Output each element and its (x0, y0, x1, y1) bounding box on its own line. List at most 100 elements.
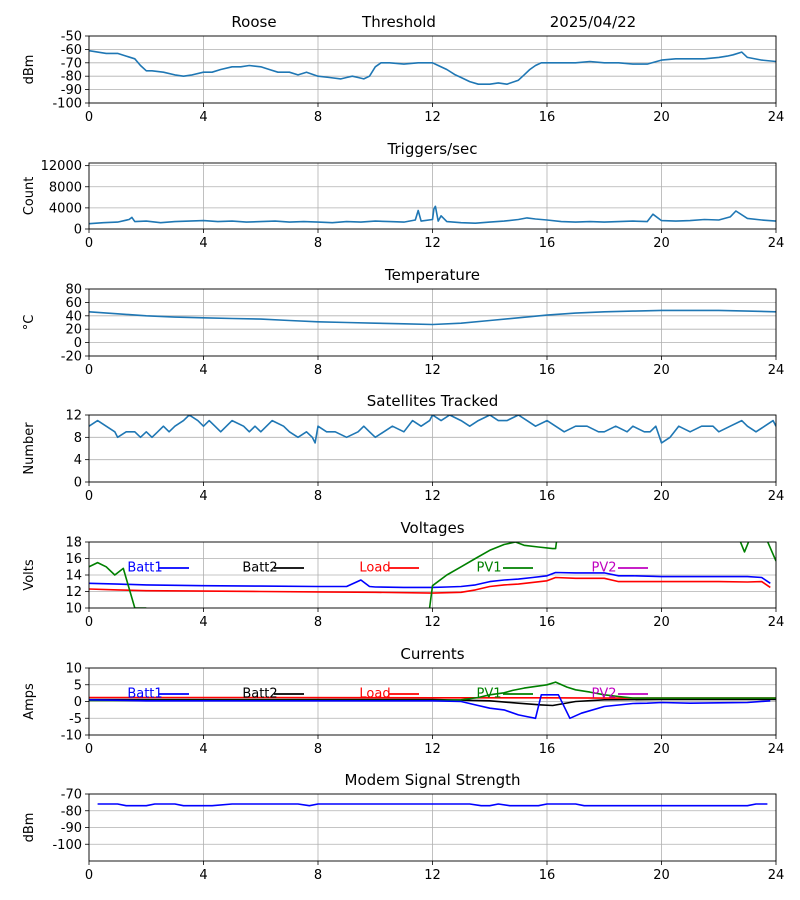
x-tick-label: 0 (85, 868, 93, 883)
x-tick-label: 16 (539, 363, 556, 378)
chart-threshold: 0 4 8 12 16 20 24 -50-60-70-80-90-100 dBm (22, 30, 784, 126)
x-tick-label: 16 (539, 489, 556, 504)
series-group (89, 309, 776, 326)
series-line-batt1 (89, 694, 771, 720)
x-tick-label: 12 (424, 110, 441, 125)
x-tick-label: 8 (314, 236, 322, 251)
header-date: 2025/04/22 (550, 13, 636, 31)
series-group (89, 415, 776, 444)
series-group (97, 803, 768, 807)
y-tick-label: 12 (65, 585, 82, 600)
x-tick-label: 8 (314, 110, 322, 125)
x-tick-label: 24 (768, 742, 785, 757)
x-tick-label: 4 (199, 236, 207, 251)
series-line-load (89, 576, 771, 594)
y-axis-label: Volts (22, 559, 37, 591)
chart-title: Currents (400, 645, 464, 663)
x-tick-label: 12 (424, 363, 441, 378)
y-tick-label: 16 (65, 552, 82, 567)
x-tick-label: 20 (653, 615, 670, 630)
y-axis-label: Count (22, 177, 37, 216)
chart-modem: 0 4 8 12 16 20 24 -70-80 -90 -100 Modem Signal Str… (22, 771, 784, 883)
x-tick-label: 0 (85, 236, 93, 251)
y-tick-label: 0 (74, 476, 82, 491)
y-tick-label: -90 (61, 821, 82, 836)
x-tick-label: 0 (85, 742, 93, 757)
series-group (89, 681, 776, 720)
x-tick-label: 0 (85, 110, 93, 125)
series-line-pv1 (89, 561, 147, 608)
y-tick-label: 0 (74, 223, 82, 238)
x-tick-label: 12 (424, 868, 441, 883)
x-tick-label: 8 (314, 363, 322, 378)
y-tick-label: 40 (65, 309, 82, 324)
legend-label-load: Load (359, 561, 390, 576)
y-tick-label: -70 (61, 788, 82, 803)
chart-triggers: 0 4 8 12 16 20 24 0 4000 8000 12000 Triggers/sec Cou… (22, 140, 784, 251)
legend-label-load: Load (359, 687, 390, 702)
legend-label-batt1: Batt1 (127, 687, 162, 702)
y-tick-label: 18 (65, 536, 82, 551)
legend-label-batt2: Batt2 (242, 561, 277, 576)
y-tick-label: -5 (69, 712, 82, 727)
x-tick-label: 8 (314, 615, 322, 630)
x-tick-label: 4 (199, 363, 207, 378)
y-tick-label: 12000 (41, 159, 82, 174)
y-tick-label: -80 (61, 70, 82, 85)
y-tick-label: 0 (74, 695, 82, 710)
legend-label-pv1: PV1 (476, 561, 501, 576)
y-tick-label: -90 (61, 83, 82, 98)
y-tick-label: 8000 (49, 180, 82, 195)
y-tick-label: -80 (61, 804, 82, 819)
x-tick-label: 16 (539, 236, 556, 251)
legend-label-pv1: PV1 (476, 687, 501, 702)
chart-title: Voltages (400, 519, 464, 537)
header-station: Roose (231, 13, 276, 31)
x-tick-label: 8 (314, 489, 322, 504)
y-tick-label: -100 (52, 97, 82, 112)
x-tick-label: 8 (314, 868, 322, 883)
y-tick-label: -50 (61, 30, 82, 45)
series-group (89, 205, 776, 225)
series-line (89, 205, 776, 225)
chart-title: Temperature (384, 266, 480, 284)
series-line-batt2 (89, 698, 776, 707)
y-tick-label: -100 (52, 838, 82, 853)
y-tick-label: 8 (74, 431, 82, 446)
series-line (97, 803, 768, 807)
x-tick-label: 4 (199, 742, 207, 757)
legend-label-batt1: Batt1 (127, 561, 162, 576)
x-tick-label: 24 (768, 236, 785, 251)
x-tick-label: 12 (424, 236, 441, 251)
x-tick-label: 8 (314, 742, 322, 757)
x-tick-label: 24 (768, 110, 785, 125)
header-label: Threshold (361, 13, 436, 31)
x-tick-label: 4 (199, 489, 207, 504)
x-tick-label: 12 (424, 615, 441, 630)
y-tick-label: 10 (65, 662, 82, 677)
x-tick-label: 24 (768, 363, 785, 378)
series-line (89, 309, 776, 326)
chart-satellites: 0 4 8 12 16 20 24 0 4 8 12 Satellites Tracked Number (22, 392, 784, 504)
y-tick-label: 0 (74, 336, 82, 351)
y-axis-label: Number (22, 422, 37, 475)
x-tick-label: 24 (768, 615, 785, 630)
legend-label-pv2: PV2 (591, 687, 616, 702)
x-tick-label: 4 (199, 615, 207, 630)
y-tick-label: 4 (74, 453, 82, 468)
y-tick-label: 12 (65, 409, 82, 424)
y-tick-label: -70 (61, 56, 82, 71)
y-tick-label: -20 (61, 350, 82, 365)
x-tick-label: 20 (653, 236, 670, 251)
series-line (89, 49, 776, 85)
series-line-batt1 (89, 571, 771, 589)
x-tick-label: 16 (539, 868, 556, 883)
chart-title: Modem Signal Strength (345, 771, 521, 789)
y-axis-label: dBm (22, 813, 37, 843)
x-tick-label: 12 (424, 489, 441, 504)
y-tick-label: 20 (65, 323, 82, 338)
